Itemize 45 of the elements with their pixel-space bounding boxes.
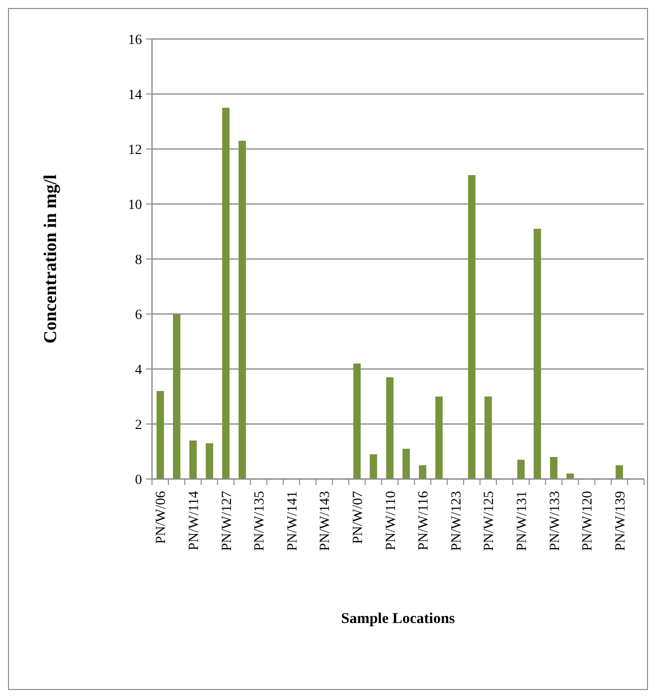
y-tick-label: 0 xyxy=(135,472,142,488)
x-tick-label: PN/W/110 xyxy=(384,491,399,550)
bar xyxy=(386,377,394,479)
x-tick-label: PN/W/125 xyxy=(482,491,498,551)
bar xyxy=(189,440,197,479)
y-axis-title: Concentration in mg/l xyxy=(40,174,60,344)
bar xyxy=(222,108,230,479)
x-tick-label: PN/W/114 xyxy=(187,491,202,550)
y-tick-label: 6 xyxy=(135,308,142,323)
y-tick-label: 10 xyxy=(128,198,142,213)
bar xyxy=(402,448,410,479)
bar xyxy=(353,364,361,479)
bar xyxy=(534,228,542,479)
y-tick-label: 8 xyxy=(135,252,142,268)
x-axis-title: Sample Locations xyxy=(341,611,456,627)
y-tick-label: 16 xyxy=(128,32,142,48)
bar xyxy=(517,460,525,479)
x-tick-label: PN/W/127 xyxy=(220,491,235,551)
bar xyxy=(172,314,180,479)
x-tick-label: PN/W/139 xyxy=(613,491,628,551)
y-tick-label: 4 xyxy=(135,362,142,378)
x-tick-label: PN/W/06 xyxy=(154,491,170,544)
bar xyxy=(566,474,574,479)
x-tick-label: PN/W/123 xyxy=(449,491,464,551)
x-tick-label: PN/W/135 xyxy=(252,491,268,551)
x-tick-label: PN/W/116 xyxy=(416,491,432,550)
bar xyxy=(435,396,443,479)
bar xyxy=(370,454,378,479)
y-tick-label: 12 xyxy=(128,142,142,158)
y-tick-label: 2 xyxy=(135,418,142,433)
bar xyxy=(468,175,476,479)
x-tick-label: PN/W/141 xyxy=(285,491,300,551)
bar xyxy=(484,396,492,479)
x-tick-label: PN/W/131 xyxy=(515,491,530,551)
bar xyxy=(238,140,246,479)
bar xyxy=(206,443,214,479)
x-tick-label: PN/W/133 xyxy=(548,491,563,551)
bar xyxy=(418,465,426,479)
y-tick-label: 14 xyxy=(128,88,142,103)
bar xyxy=(616,465,624,479)
x-tick-label: PN/W/07 xyxy=(351,491,366,544)
x-tick-label: PN/W/120 xyxy=(580,491,596,551)
bar xyxy=(550,457,558,479)
bar xyxy=(156,391,164,479)
x-tick-label: PN/W/143 xyxy=(318,491,334,551)
